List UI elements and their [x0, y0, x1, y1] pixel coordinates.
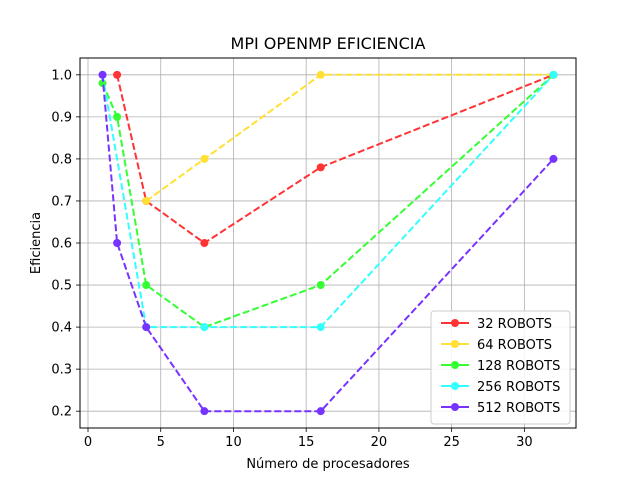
x-tick-label: 10 — [225, 435, 242, 450]
data-point — [98, 70, 107, 79]
data-point — [316, 407, 325, 416]
data-point — [113, 70, 122, 79]
series-2 — [142, 70, 558, 205]
legend-swatch-marker — [451, 340, 459, 348]
legend-label: 32 ROBOTS — [477, 317, 552, 332]
data-point — [200, 154, 209, 163]
series-layer — [98, 70, 558, 416]
y-tick-label: 0.8 — [51, 152, 72, 167]
legend-swatch-marker — [451, 382, 459, 390]
data-point — [316, 70, 325, 79]
legend-item: 64 ROBOTS — [441, 338, 552, 353]
data-point — [113, 112, 122, 121]
data-point — [316, 163, 325, 172]
y-axis-label: Eficiencia — [29, 212, 44, 274]
legend-item: 128 ROBOTS — [441, 359, 560, 374]
legend-item: 256 ROBOTS — [441, 380, 560, 395]
series-line — [101, 74, 555, 413]
y-tick-label: 0.5 — [51, 279, 72, 294]
legend: 32 ROBOTS 64 ROBOTS 128 ROBOTS 256 ROBOTS 51… — [430, 310, 571, 425]
data-point — [200, 407, 209, 416]
data-point — [316, 281, 325, 290]
y-tick-label: 0.2 — [51, 405, 72, 420]
x-tick-label: 15 — [298, 435, 315, 450]
data-point — [549, 70, 558, 79]
data-point — [142, 196, 151, 205]
y-tick-label: 0.9 — [51, 110, 72, 125]
x-tick-label: 5 — [157, 435, 165, 450]
x-tick-label: 30 — [516, 435, 533, 450]
series-line — [145, 73, 554, 202]
data-point — [549, 154, 558, 163]
series-5 — [98, 70, 558, 416]
legend-box — [430, 310, 571, 425]
y-tick-label: 0.7 — [51, 194, 72, 209]
data-point — [200, 323, 209, 332]
data-point — [142, 323, 151, 332]
legend-item: 512 ROBOTS — [441, 401, 560, 416]
x-axis-label: Número de procesadores — [246, 457, 410, 472]
legend-label: 512 ROBOTS — [477, 401, 560, 416]
series-line — [101, 74, 555, 329]
grid-lines — [80, 58, 576, 428]
legend-label: 64 ROBOTS — [477, 338, 552, 353]
legend-swatch-marker — [451, 403, 459, 411]
legend-swatch-marker — [451, 361, 459, 369]
data-point — [142, 281, 151, 290]
data-point — [113, 239, 122, 247]
legend-label: 256 ROBOTS — [477, 380, 560, 395]
x-tick-label: 0 — [84, 435, 92, 450]
axis-ticks: 0 5 10 15 20 25 30 0.2 0.3 0.4 0.5 0.6 0.7 0.8 0.9 1.0 — [51, 68, 532, 450]
y-tick-label: 0.3 — [51, 363, 72, 378]
legend-label: 128 ROBOTS — [477, 359, 560, 374]
legend-item: 32 ROBOTS — [441, 317, 552, 332]
y-tick-label: 0.6 — [51, 237, 72, 252]
x-tick-label: 25 — [443, 435, 460, 450]
data-point — [200, 239, 209, 247]
y-tick-label: 1.0 — [51, 68, 72, 83]
x-tick-label: 20 — [371, 435, 388, 450]
data-point — [316, 323, 325, 332]
legend-swatch-marker — [451, 319, 459, 327]
chart-title: MPI OPENMP EFICIENCIA — [231, 34, 426, 53]
y-tick-label: 0.4 — [51, 321, 72, 336]
